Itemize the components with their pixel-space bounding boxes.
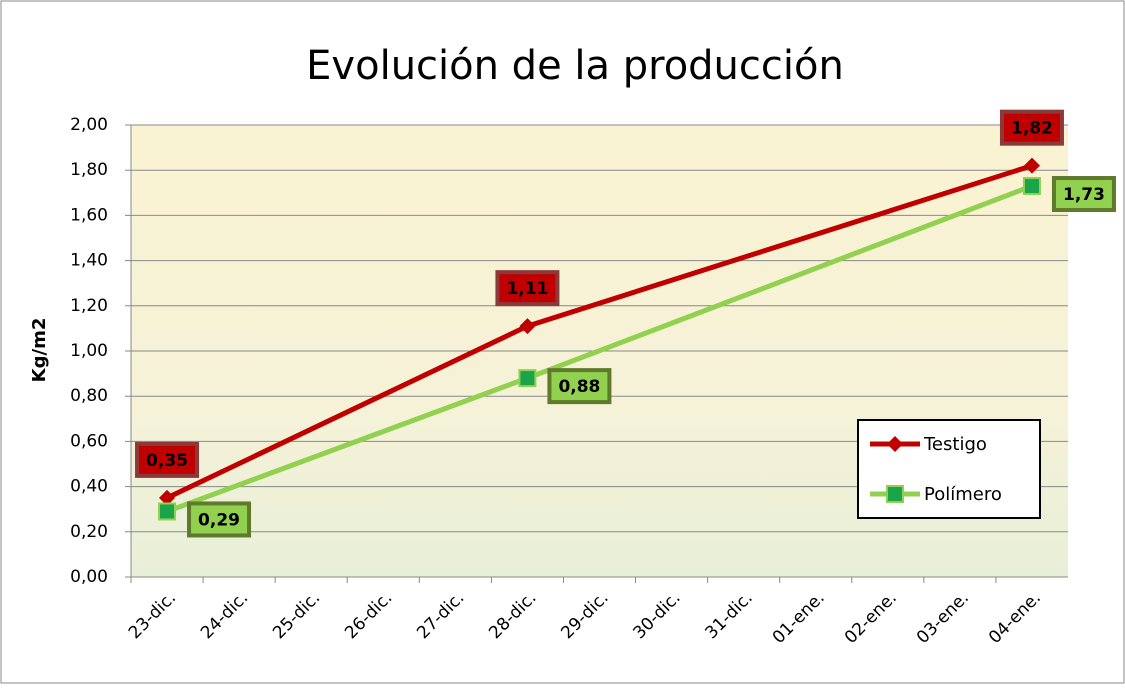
data-point [158, 502, 177, 521]
y-tick-label: 0,20 [70, 522, 108, 542]
data-label-box [495, 270, 560, 307]
y-tick-label: 1,80 [70, 160, 108, 180]
y-tick-label: 0,00 [70, 567, 108, 587]
data-label-box [1051, 176, 1116, 213]
data-point [1023, 157, 1040, 174]
data-label: 0,29 [198, 510, 240, 530]
data-label-box [999, 109, 1064, 146]
y-tick-label: 1,00 [70, 341, 108, 361]
data-label-box [135, 441, 200, 478]
data-point [519, 318, 536, 335]
data-point [159, 489, 176, 506]
data-label-box [187, 501, 252, 538]
data-label: 1,11 [506, 279, 548, 299]
y-tick-label: 1,60 [70, 205, 108, 225]
y-tick-label: 0,40 [70, 477, 108, 497]
y-tick-label: 0,60 [70, 431, 108, 451]
data-label: 0,35 [146, 451, 188, 471]
y-tick-label: 1,40 [70, 251, 108, 271]
data-label-box [547, 368, 612, 405]
data-label: 1,73 [1063, 185, 1105, 205]
data-point [1022, 177, 1041, 196]
data-label: 0,88 [558, 377, 600, 397]
data-label: 1,82 [1011, 119, 1053, 139]
y-axis-label: Kg/m2 [29, 318, 50, 383]
legend-label: Polímero [924, 484, 1002, 505]
y-tick-label: 0,80 [70, 386, 108, 406]
legend-label: Testigo [923, 434, 987, 455]
data-point [518, 369, 537, 388]
y-tick-label: 1,20 [70, 296, 108, 316]
chart-title: Evolución de la producción [306, 43, 844, 89]
legend-marker [887, 436, 903, 452]
y-tick-label: 2,00 [70, 115, 108, 135]
legend-marker [886, 485, 904, 503]
